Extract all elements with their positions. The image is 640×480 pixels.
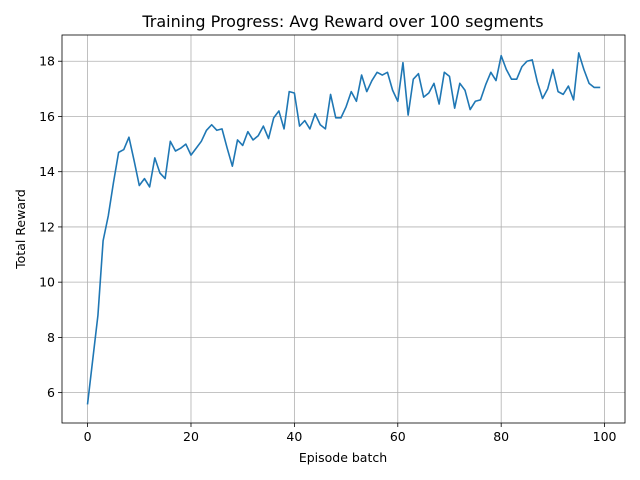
data-points: [87, 52, 600, 404]
axis-ticks: 0 20 40 60 80 100 6 8 10 12 14 16 18: [39, 54, 616, 444]
y-tick-label: 12: [39, 219, 55, 234]
y-axis-label: Total Reward: [13, 189, 28, 270]
y-tick-label: 10: [39, 275, 55, 290]
x-tick-label: 100: [593, 429, 617, 444]
y-tick-label: 18: [39, 54, 55, 69]
x-tick-label: 0: [84, 429, 92, 444]
x-tick-label: 60: [390, 429, 406, 444]
series-line: [86, 52, 601, 405]
grid: [62, 35, 625, 423]
x-tick-label: 40: [286, 429, 302, 444]
y-tick-label: 6: [47, 385, 55, 400]
x-tick-label: 20: [183, 429, 199, 444]
plot-frame: [61, 34, 626, 424]
chart-title: Training Progress: Avg Reward over 100 s…: [141, 12, 543, 31]
y-tick-label: 14: [39, 164, 55, 179]
y-tick-label: 16: [39, 109, 55, 124]
x-axis-label: Episode batch: [299, 450, 387, 465]
x-tick-label: 80: [493, 429, 509, 444]
y-tick-label: 8: [47, 330, 55, 345]
